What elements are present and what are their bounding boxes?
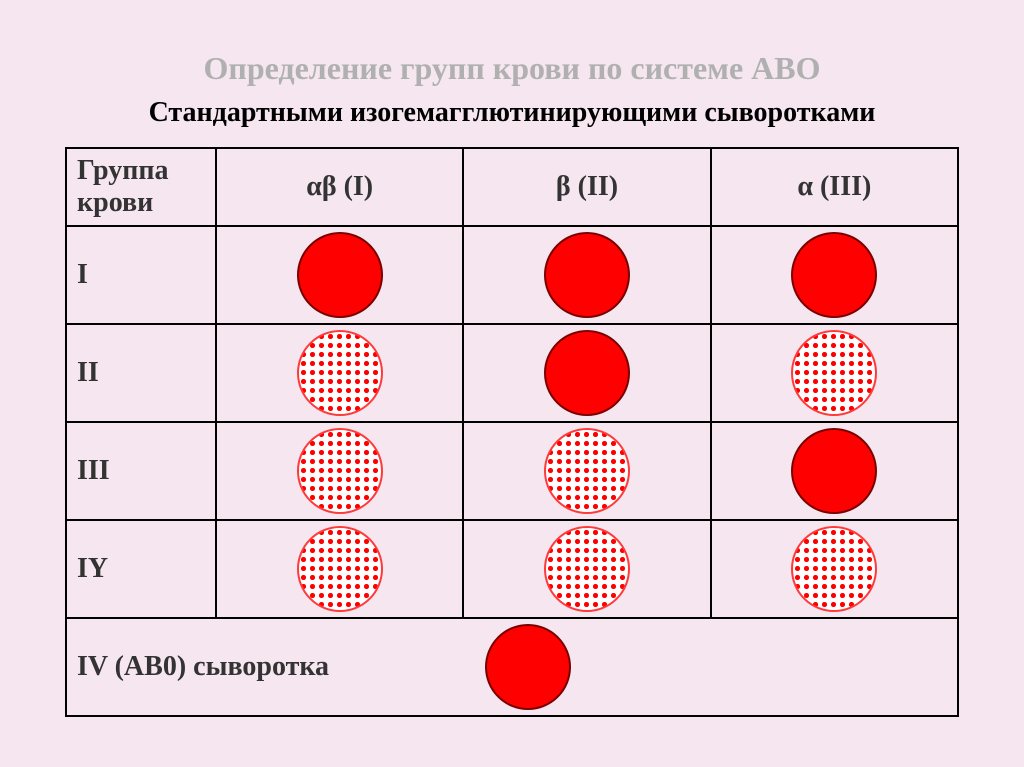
blood-circle-icon [297,526,383,612]
blood-circle-icon [485,624,571,710]
blood-circle-icon [544,526,630,612]
blood-circle-icon [544,232,630,318]
row-label: I [66,226,216,324]
table-footer-row: IV (АВ0) сыворотка [66,618,958,716]
cell [711,226,958,324]
cell [216,520,463,618]
table-row: I [66,226,958,324]
blood-circle-icon [544,330,630,416]
row-label: IY [66,520,216,618]
cell [711,422,958,520]
cell [216,422,463,520]
table-body: I II III [66,226,958,716]
table-row: III [66,422,958,520]
blood-type-table: Группа крови αβ (I) β (II) α (III) I II [65,147,959,717]
row-label: II [66,324,216,422]
page-subtitle: Стандартными изогемагглютинирующими сыво… [65,97,959,129]
col-head-3: α (III) [711,148,958,226]
col-head-1: αβ (I) [216,148,463,226]
cell [463,422,710,520]
page-root: Определение групп крови по системе АВО С… [0,0,1024,717]
cell [711,324,958,422]
cell [463,324,710,422]
blood-circle-icon [791,428,877,514]
blood-circle-icon [297,428,383,514]
footer-label: IV (АВ0) сыворотка [66,618,463,716]
table-header-row: Группа крови αβ (I) β (II) α (III) [66,148,958,226]
col-head-2: β (II) [463,148,710,226]
cell [463,226,710,324]
cell [711,520,958,618]
footer-circle-cell [463,618,958,716]
header-rowlabel: Группа крови [66,148,216,226]
row-label: III [66,422,216,520]
table-row: IY [66,520,958,618]
blood-circle-icon [297,330,383,416]
cell [463,520,710,618]
cell [216,324,463,422]
blood-circle-icon [544,428,630,514]
table-row: II [66,324,958,422]
blood-circle-icon [791,526,877,612]
blood-circle-icon [791,330,877,416]
blood-circle-icon [791,232,877,318]
blood-circle-icon [297,232,383,318]
page-title: Определение групп крови по системе АВО [65,50,959,87]
cell [216,226,463,324]
